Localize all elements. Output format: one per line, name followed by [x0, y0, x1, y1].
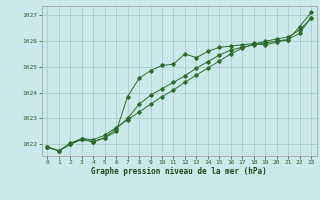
X-axis label: Graphe pression niveau de la mer (hPa): Graphe pression niveau de la mer (hPa) — [91, 167, 267, 176]
